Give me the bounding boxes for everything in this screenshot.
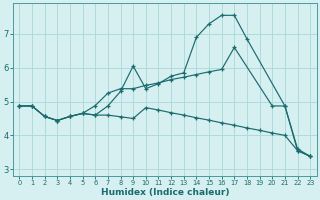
X-axis label: Humidex (Indice chaleur): Humidex (Indice chaleur): [100, 188, 229, 197]
